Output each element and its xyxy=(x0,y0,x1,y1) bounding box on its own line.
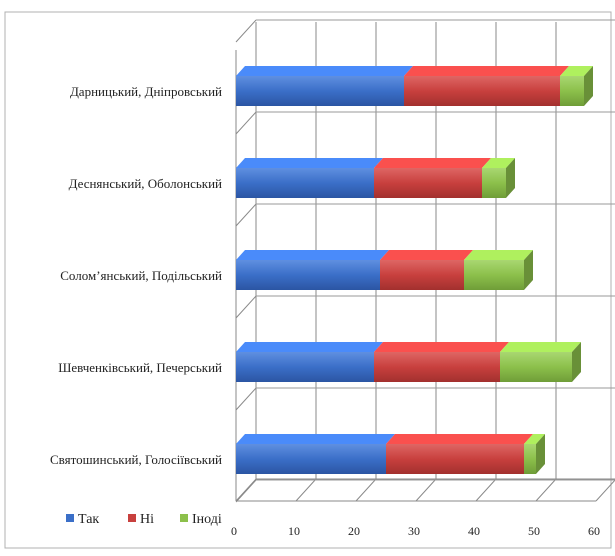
bar-segment-Ні xyxy=(380,260,464,290)
bar-top-Ні xyxy=(374,158,491,168)
bar-end-Іноді xyxy=(524,250,533,290)
legend-label: Так xyxy=(78,512,99,527)
bar-segment-Іноді xyxy=(482,168,506,198)
bar-top-Ні xyxy=(404,66,569,76)
outer-border xyxy=(4,11,612,549)
bar-top-Ні xyxy=(374,342,509,352)
legend-swatch-Іноді xyxy=(180,514,188,522)
bar-top-Ні xyxy=(380,250,473,260)
bar-top-Іноді xyxy=(482,158,515,168)
bar-top-Ні xyxy=(386,434,533,444)
legend-label: Ні xyxy=(140,512,154,527)
gridline-floor xyxy=(475,478,497,502)
bar-segment-Ні xyxy=(386,444,524,474)
gridline-floor xyxy=(595,479,615,502)
bar-end-Іноді xyxy=(536,434,545,474)
x-tick-label: 10 xyxy=(288,524,300,538)
wall-separator xyxy=(235,387,257,411)
legend-swatch-Ні xyxy=(128,514,136,522)
bar-segment-Ні xyxy=(374,168,482,198)
bar-top-Так xyxy=(236,342,383,352)
bar-segment-Так xyxy=(236,260,380,290)
legend-swatch-Так xyxy=(66,514,74,522)
x-tick-label: 30 xyxy=(408,524,420,538)
bar-top-Так xyxy=(236,434,395,444)
bar-segment-Так xyxy=(236,76,404,106)
bar-segment-Іноді xyxy=(524,444,536,474)
gridline-floor xyxy=(535,478,557,502)
category-label: Солом’янський, Подільський xyxy=(60,268,222,283)
x-tick-label: 40 xyxy=(468,524,480,538)
bar-segment-Іноді xyxy=(560,76,584,106)
category-label: Святошинський, Голосіївський xyxy=(50,452,222,467)
x-tick-label: 60 xyxy=(588,524,600,538)
bar-top-Так xyxy=(236,66,413,76)
gridline-floor xyxy=(355,478,377,502)
chart-frame xyxy=(4,11,612,549)
bar-top-Іноді xyxy=(560,66,593,76)
gridline-floor xyxy=(295,478,317,502)
bar-top-Іноді xyxy=(500,342,581,352)
bar-segment-Ні xyxy=(374,352,500,382)
gridline-floor xyxy=(415,478,437,502)
x-tick-label: 20 xyxy=(348,524,360,538)
bar-top-Іноді xyxy=(464,250,533,260)
wall-separator xyxy=(235,295,257,319)
gridline-floor xyxy=(235,478,257,502)
bar-segment-Так xyxy=(236,168,374,198)
category-label: Шевченківський, Печерський xyxy=(58,360,222,375)
bar-top-Іноді xyxy=(524,434,545,444)
wall-separator xyxy=(235,479,257,503)
legend: Так Ні Іноді xyxy=(66,512,222,527)
bar-segment-Так xyxy=(236,352,374,382)
x-tick-label: 50 xyxy=(528,524,540,538)
bar-segment-Ні xyxy=(404,76,560,106)
bar-end-Іноді xyxy=(506,158,515,198)
x-tick-label: 0 xyxy=(231,524,237,538)
wall-separator xyxy=(235,111,257,135)
bars xyxy=(236,66,593,474)
category-label: Деснянський, Оболонський xyxy=(69,176,222,191)
wall-separator xyxy=(235,203,257,227)
bar-end-Іноді xyxy=(584,66,593,106)
bar-segment-Іноді xyxy=(464,260,524,290)
bar-end-Іноді xyxy=(572,342,581,382)
labels: 0 10 20 30 40 50 60 Дарницький, Дніпровський Дес… xyxy=(50,84,600,538)
wall-separator xyxy=(235,19,257,43)
bar-top-Так xyxy=(236,158,383,168)
bar-segment-Іноді xyxy=(500,352,572,382)
category-label: Дарницький, Дніпровський xyxy=(70,84,222,99)
bar-segment-Так xyxy=(236,444,386,474)
bar-top-Так xyxy=(236,250,389,260)
legend-label: Іноді xyxy=(192,512,222,527)
